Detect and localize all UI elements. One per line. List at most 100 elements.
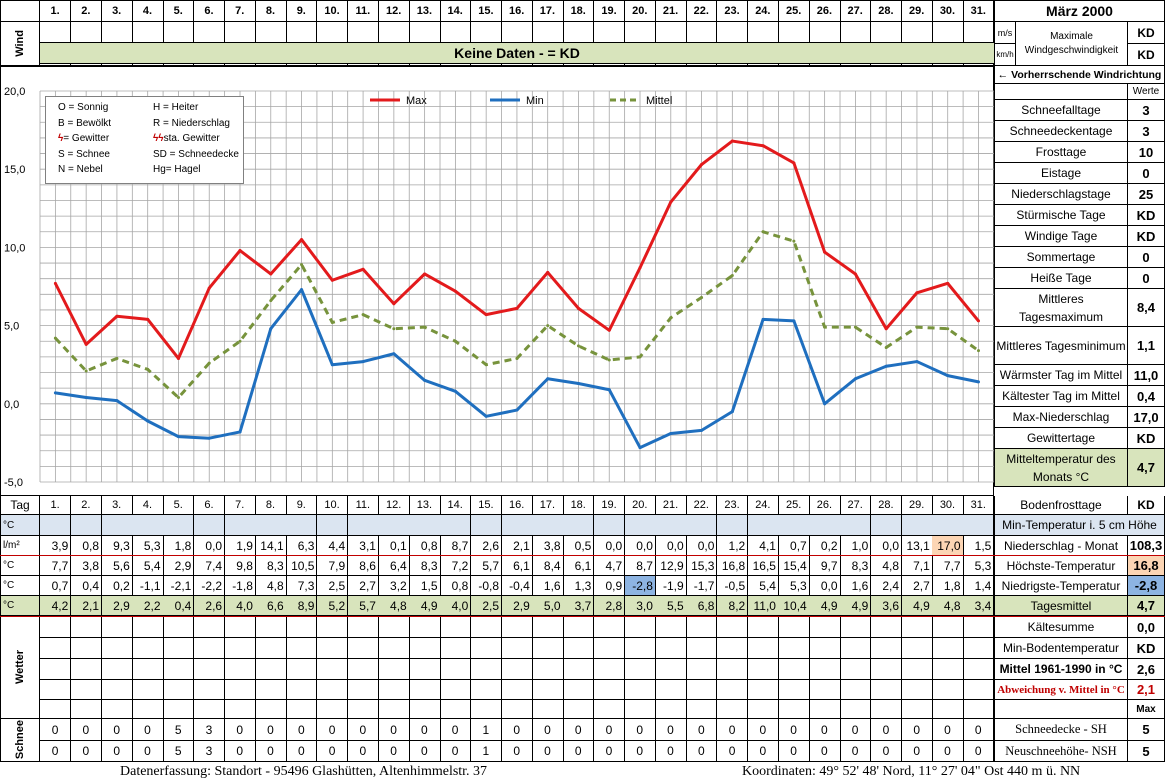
unit-ms-text: m/s bbox=[997, 27, 1013, 38]
wind-cell bbox=[224, 22, 256, 43]
mittel_1961-value: 2,6 bbox=[1128, 659, 1165, 680]
neuschnee-cell: 0 bbox=[286, 741, 318, 762]
unit-kmh: km/h bbox=[994, 44, 1016, 66]
data-point-max bbox=[669, 200, 673, 204]
day-header: 2. bbox=[70, 0, 103, 22]
day-number: 13. bbox=[416, 5, 433, 17]
separator-line bbox=[0, 555, 1165, 556]
abweichung-value: 2,1 bbox=[1128, 680, 1165, 700]
wetter-cell bbox=[716, 659, 749, 680]
wetter-cell bbox=[840, 680, 872, 700]
min-5cm-cell bbox=[440, 515, 472, 536]
wetter-cell bbox=[716, 617, 749, 638]
data-point-min bbox=[546, 377, 550, 381]
wetter-cell bbox=[870, 617, 903, 638]
schneedecke-cell: 0 bbox=[132, 719, 164, 741]
wind-banner-text: Keine Daten - = KD bbox=[454, 45, 580, 61]
day-header-row: 1. 2. 3. 4. 5. 6. 7. 8. 9. 10. 11. 12. 13. 14. 15. 16. 1… bbox=[0, 0, 995, 22]
data-point-min bbox=[207, 436, 211, 440]
legend-symbol-text: SD = Schneedecke bbox=[153, 149, 243, 160]
data-point-max bbox=[484, 313, 488, 317]
data-point-mittel bbox=[700, 295, 704, 299]
data-point-mittel bbox=[853, 325, 857, 329]
min-5cm-cell bbox=[347, 515, 379, 536]
min-5cm-cell bbox=[132, 515, 164, 536]
schneedecke-cell: 0 bbox=[716, 719, 749, 741]
stat-value: 8,4 bbox=[1128, 289, 1165, 327]
min-5cm-cell bbox=[470, 515, 503, 536]
wetter-cell bbox=[963, 638, 995, 659]
hoechst-cell: 10,5 bbox=[286, 556, 318, 576]
tagesmittel-cell: 2,9 bbox=[101, 596, 133, 616]
hoechst-cell: 6,1 bbox=[563, 556, 595, 576]
wetter-cell bbox=[193, 659, 226, 680]
wind-cell bbox=[532, 22, 564, 43]
tag-day: 19. bbox=[593, 496, 626, 515]
hoechst-cell: 7,1 bbox=[901, 556, 933, 576]
hoechst-cell: 8,6 bbox=[347, 556, 379, 576]
data-point-max bbox=[84, 342, 88, 346]
day-header: 15. bbox=[470, 0, 503, 22]
wetter-cell bbox=[378, 680, 410, 700]
data-point-max bbox=[853, 272, 857, 276]
schneedecke-cell: 0 bbox=[593, 719, 626, 741]
legend-symbol-row: ϟ= Gewitter ϟϟsta. Gewitter bbox=[58, 131, 243, 147]
niederschlag-label: Niederschlag - Monat bbox=[994, 536, 1128, 556]
data-point-min bbox=[330, 363, 334, 367]
data-point-min bbox=[269, 327, 273, 331]
data-point-min bbox=[761, 317, 765, 321]
wind-cell bbox=[193, 22, 226, 43]
day-number: 3. bbox=[112, 5, 122, 17]
data-point-max bbox=[53, 281, 57, 285]
tagesmittel-total: 4,7 bbox=[1128, 596, 1165, 616]
wetter-cell bbox=[40, 638, 72, 659]
niedrigst-cell: 1,8 bbox=[932, 576, 964, 596]
wind-cell bbox=[901, 22, 933, 43]
neuschnee-cell: 0 bbox=[593, 741, 626, 762]
legend-label-mittel: Mittel bbox=[646, 95, 672, 107]
day-header: 21. bbox=[655, 0, 687, 22]
wind-cell bbox=[747, 22, 779, 43]
wetter-cell bbox=[593, 617, 626, 638]
tag-day: 11. bbox=[347, 496, 379, 515]
stats-header: Werte bbox=[1128, 84, 1165, 100]
neuschnee-cell: 0 bbox=[809, 741, 841, 762]
niederschlag-cell: 3,1 bbox=[347, 536, 379, 556]
niedrigst-cell: 4,8 bbox=[255, 576, 287, 596]
day-number: 1. bbox=[50, 5, 60, 17]
stat-label: Frosttage bbox=[994, 142, 1128, 163]
stat-value: KD bbox=[1128, 205, 1165, 226]
data-point-mittel bbox=[300, 263, 304, 267]
temperature-chart: 20,0 15,0 10,0 5,0 0,0 -5,0 Max Min Mittel bbox=[0, 66, 994, 496]
wetter-cell bbox=[286, 638, 318, 659]
wetter-cell bbox=[963, 617, 995, 638]
stat-label: Max-Niederschlag bbox=[994, 407, 1128, 428]
wetter-cell bbox=[347, 700, 379, 719]
stats-header-text: Werte bbox=[1132, 86, 1160, 97]
wind-cell bbox=[655, 22, 687, 43]
wetter-cell bbox=[563, 680, 595, 700]
day-header: 25. bbox=[778, 0, 810, 22]
min-5cm-cell bbox=[193, 515, 226, 536]
data-point-mittel bbox=[884, 345, 888, 349]
hoechst-cell: 2,9 bbox=[163, 556, 195, 576]
wetter-cell bbox=[70, 659, 103, 680]
wetter-cell bbox=[40, 680, 72, 700]
tagesmittel-cell: 4,9 bbox=[901, 596, 933, 616]
day-number: 9. bbox=[296, 5, 306, 17]
wetter-cell bbox=[440, 659, 472, 680]
min-5cm-cell bbox=[378, 515, 410, 536]
data-point-mittel bbox=[669, 316, 673, 320]
wind-cell bbox=[501, 22, 533, 43]
data-point-mittel bbox=[638, 355, 642, 359]
data-point-max bbox=[238, 249, 242, 253]
wetter-cell bbox=[593, 700, 626, 719]
data-point-mittel bbox=[915, 325, 919, 329]
data-point-mittel bbox=[607, 358, 611, 362]
niederschlag-cell: 0,0 bbox=[193, 536, 226, 556]
wetter-cell bbox=[901, 617, 933, 638]
y-tick-label: 10,0 bbox=[4, 242, 25, 254]
tagesmittel-cell: 5,2 bbox=[316, 596, 349, 616]
tagesmittel-cell: 2,9 bbox=[501, 596, 533, 616]
schneedecke-cell: 0 bbox=[70, 719, 103, 741]
